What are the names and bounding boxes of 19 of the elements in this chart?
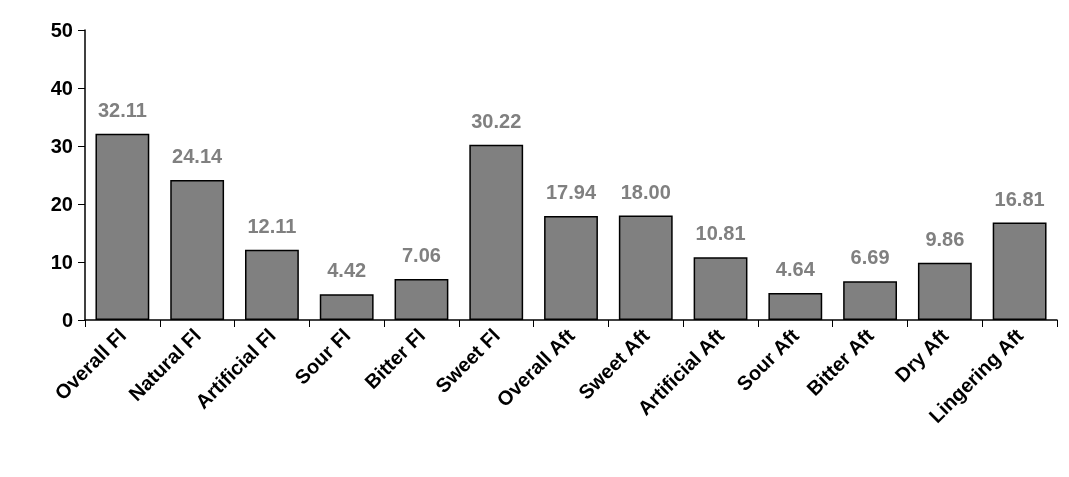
y-tick-label: 30 — [50, 135, 73, 157]
data-label: 32.11 — [97, 98, 147, 121]
data-label: 4.64 — [775, 258, 816, 281]
y-tick-label: 20 — [50, 193, 73, 215]
data-label: 10.81 — [695, 222, 746, 245]
data-label: 17.94 — [545, 180, 597, 203]
data-label: 30.22 — [471, 109, 522, 132]
data-label: 16.81 — [994, 187, 1045, 210]
data-label: 9.86 — [925, 227, 965, 250]
data-label: 4.42 — [327, 259, 367, 282]
data-label: 12.11 — [247, 214, 297, 237]
y-tick-label: 50 — [50, 19, 73, 41]
y-tick-label: 10 — [50, 251, 73, 273]
data-label: 24.14 — [172, 144, 224, 167]
data-label: 18.00 — [620, 180, 671, 203]
data-label: 7.06 — [401, 244, 441, 267]
data-label: 6.69 — [850, 246, 890, 269]
y-tick-label: 0 — [61, 309, 73, 331]
y-tick-label: 40 — [50, 77, 73, 99]
